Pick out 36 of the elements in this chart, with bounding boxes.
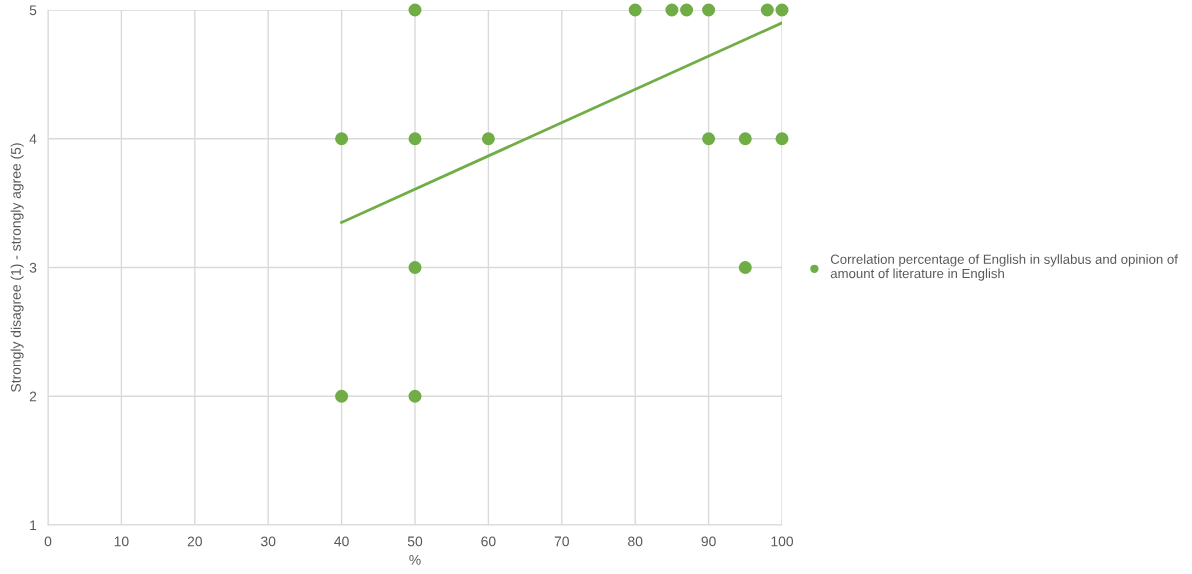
point [702, 132, 716, 146]
point [680, 3, 694, 17]
x-tick-label: 40 [334, 536, 349, 547]
y-tick-label: 5 [29, 5, 37, 16]
x-tick-label: 90 [701, 536, 716, 547]
x-tick-label: 100 [771, 536, 794, 547]
x-tick-label: 30 [261, 536, 276, 547]
point [335, 132, 349, 146]
y-tick-label: 1 [30, 520, 37, 531]
point [408, 132, 422, 146]
x-tick-label: 0 [44, 536, 52, 547]
point [335, 389, 349, 403]
x-tick-label: 60 [481, 536, 496, 547]
point [738, 132, 752, 146]
y-tick-label: 4 [29, 134, 37, 144]
point [665, 3, 679, 17]
point [760, 3, 774, 17]
y-tick-label: 2 [29, 391, 37, 402]
y-axis-title: Strongly disagree (1) - strongly agree (5) [10, 143, 24, 392]
point [481, 132, 495, 146]
x-tick-label: 50 [407, 536, 423, 547]
point [702, 3, 716, 17]
x-axis-title: % [409, 555, 421, 565]
point [775, 3, 789, 17]
y-tick-label: 3 [29, 262, 37, 273]
x-tick-label: 10 [114, 536, 129, 547]
point [408, 389, 422, 403]
x-tick-label: 70 [554, 536, 569, 547]
point [738, 260, 752, 275]
legend-label: Correlation percentage of English in syllabus and opinion of amount of literature in English [830, 254, 1178, 281]
point [628, 3, 642, 17]
x-tick-label: 80 [628, 536, 643, 547]
point [408, 3, 422, 17]
point [408, 260, 422, 275]
point [775, 132, 789, 146]
x-tick-label: 20 [187, 536, 202, 547]
